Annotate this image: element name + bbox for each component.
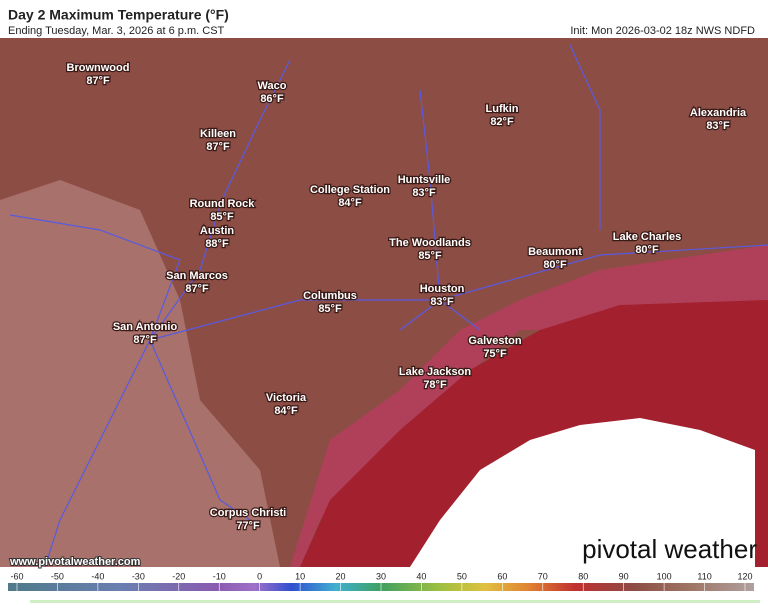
city-name: Galveston bbox=[468, 335, 521, 347]
city-temp: 88°F bbox=[205, 238, 229, 250]
city-name: Waco bbox=[258, 80, 287, 92]
colorbar-tick-label: 10 bbox=[295, 571, 305, 581]
city-name: Beaumont bbox=[528, 246, 582, 258]
city-temp: 85°F bbox=[210, 211, 234, 223]
city-temp: 80°F bbox=[543, 259, 567, 271]
colorbar-tick-label: 90 bbox=[619, 571, 629, 581]
city-temp: 78°F bbox=[423, 379, 447, 391]
city-temp: 85°F bbox=[318, 303, 342, 315]
city-temp: 83°F bbox=[430, 296, 454, 308]
city-name: Victoria bbox=[266, 392, 307, 404]
city-name: San Marcos bbox=[166, 270, 228, 282]
city-temp: 82°F bbox=[490, 116, 514, 128]
map bbox=[0, 38, 768, 568]
colorbar-tick-label: -60 bbox=[10, 571, 23, 581]
city-temp: 80°F bbox=[635, 244, 659, 256]
subtitle: Ending Tuesday, Mar. 3, 2026 at 6 p.m. C… bbox=[8, 25, 225, 37]
city-name: Huntsville bbox=[398, 174, 451, 186]
logo: pivotal weather bbox=[582, 534, 757, 564]
colorbar-tick-label: 30 bbox=[376, 571, 386, 581]
colorbar-tick-label: -10 bbox=[213, 571, 226, 581]
colorbar-tick-label: -50 bbox=[51, 571, 64, 581]
city-name: Austin bbox=[200, 225, 235, 237]
city-name: Lake Charles bbox=[613, 231, 681, 243]
city-name: The Woodlands bbox=[389, 237, 471, 249]
city-name: San Antonio bbox=[113, 321, 178, 333]
city-temp: 75°F bbox=[483, 348, 507, 360]
colorbar-tick-label: 20 bbox=[336, 571, 346, 581]
colorbar-tick-label: 60 bbox=[497, 571, 507, 581]
city-temp: 84°F bbox=[338, 197, 362, 209]
footer-line bbox=[30, 600, 760, 603]
city-temp: 86°F bbox=[260, 93, 284, 105]
city-temp: 83°F bbox=[412, 187, 436, 199]
title: Day 2 Maximum Temperature (°F) bbox=[8, 7, 229, 23]
colorbar-tick-label: 0 bbox=[257, 571, 262, 581]
city-name: College Station bbox=[310, 184, 390, 196]
colorbar-tick-label: -20 bbox=[172, 571, 185, 581]
city-name: Lufkin bbox=[486, 103, 519, 115]
colorbar-tick-label: 70 bbox=[538, 571, 548, 581]
city-name: Houston bbox=[420, 283, 465, 295]
city-temp: 87°F bbox=[185, 283, 209, 295]
colorbar-tick-label: 40 bbox=[416, 571, 426, 581]
city-name: Killeen bbox=[200, 128, 236, 140]
city-name: Lake Jackson bbox=[399, 366, 471, 378]
city-temp: 87°F bbox=[133, 334, 157, 346]
colorbar-tick-label: -40 bbox=[91, 571, 104, 581]
colorbar-tick-label: 50 bbox=[457, 571, 467, 581]
city-name: Brownwood bbox=[67, 62, 130, 74]
colorbar-tick-label: 110 bbox=[697, 571, 711, 581]
city-temp: 87°F bbox=[206, 141, 230, 153]
city-name: Columbus bbox=[303, 290, 357, 302]
city-temp: 85°F bbox=[418, 250, 442, 262]
city-temp: 77°F bbox=[236, 520, 260, 532]
city-temp: 84°F bbox=[274, 405, 298, 417]
colorbar-tick-label: 100 bbox=[657, 571, 672, 581]
city-name: Alexandria bbox=[690, 107, 747, 119]
colorbar-tick-label: 80 bbox=[578, 571, 588, 581]
init-time: Init: Mon 2026-03-02 18z NWS NDFD bbox=[570, 25, 755, 37]
colorbar-tick-label: 120 bbox=[737, 571, 752, 581]
watermark: www.pivotalweather.com bbox=[9, 556, 141, 568]
colorbar-tick-label: -30 bbox=[132, 571, 145, 581]
city-name: Corpus Christi bbox=[210, 507, 286, 519]
city-temp: 87°F bbox=[86, 75, 110, 87]
city-temp: 83°F bbox=[706, 120, 730, 132]
city-name: Round Rock bbox=[190, 198, 256, 210]
